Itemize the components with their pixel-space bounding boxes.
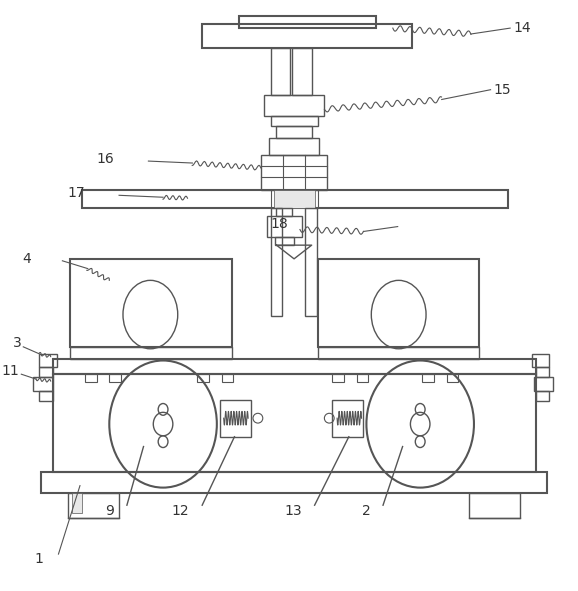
- Bar: [276, 126, 312, 138]
- Bar: [305, 208, 317, 316]
- Bar: [332, 374, 344, 382]
- Text: 18: 18: [271, 217, 288, 230]
- Text: 1: 1: [35, 552, 44, 566]
- Bar: [85, 374, 97, 382]
- Bar: [197, 374, 209, 382]
- Text: 17: 17: [67, 186, 85, 200]
- Bar: [239, 17, 376, 28]
- Bar: [33, 377, 53, 391]
- Bar: [317, 259, 479, 347]
- Bar: [271, 116, 317, 126]
- Bar: [39, 391, 53, 401]
- Bar: [222, 374, 234, 382]
- Bar: [536, 368, 549, 377]
- Bar: [41, 472, 547, 493]
- Bar: [447, 374, 458, 382]
- Bar: [536, 391, 549, 401]
- Bar: [53, 359, 536, 374]
- Bar: [332, 400, 364, 437]
- Bar: [68, 493, 119, 518]
- Bar: [275, 238, 294, 245]
- Bar: [266, 216, 302, 238]
- Text: 14: 14: [513, 21, 531, 35]
- Bar: [422, 374, 434, 382]
- Bar: [109, 374, 121, 382]
- Bar: [276, 208, 292, 216]
- Text: 15: 15: [494, 83, 511, 97]
- Bar: [53, 374, 536, 472]
- Bar: [39, 368, 53, 377]
- Text: 16: 16: [97, 152, 114, 166]
- Bar: [271, 208, 282, 316]
- Bar: [317, 347, 479, 359]
- Text: 9: 9: [105, 504, 114, 518]
- Text: 2: 2: [362, 504, 370, 518]
- Bar: [72, 493, 82, 513]
- Bar: [82, 190, 508, 208]
- Bar: [532, 353, 549, 368]
- Bar: [533, 377, 553, 391]
- Bar: [271, 48, 290, 95]
- Bar: [292, 48, 312, 95]
- Text: 4: 4: [23, 252, 31, 266]
- Bar: [469, 493, 520, 518]
- Text: 13: 13: [284, 504, 302, 518]
- Bar: [39, 353, 57, 368]
- Bar: [70, 347, 232, 359]
- Bar: [261, 155, 327, 190]
- Text: 3: 3: [13, 336, 21, 350]
- Bar: [220, 400, 251, 437]
- Bar: [70, 259, 232, 347]
- Bar: [202, 24, 412, 48]
- Bar: [264, 95, 324, 116]
- Bar: [273, 190, 314, 208]
- Bar: [357, 374, 368, 382]
- Text: 11: 11: [2, 364, 19, 378]
- Bar: [269, 138, 320, 155]
- Text: 12: 12: [172, 504, 190, 518]
